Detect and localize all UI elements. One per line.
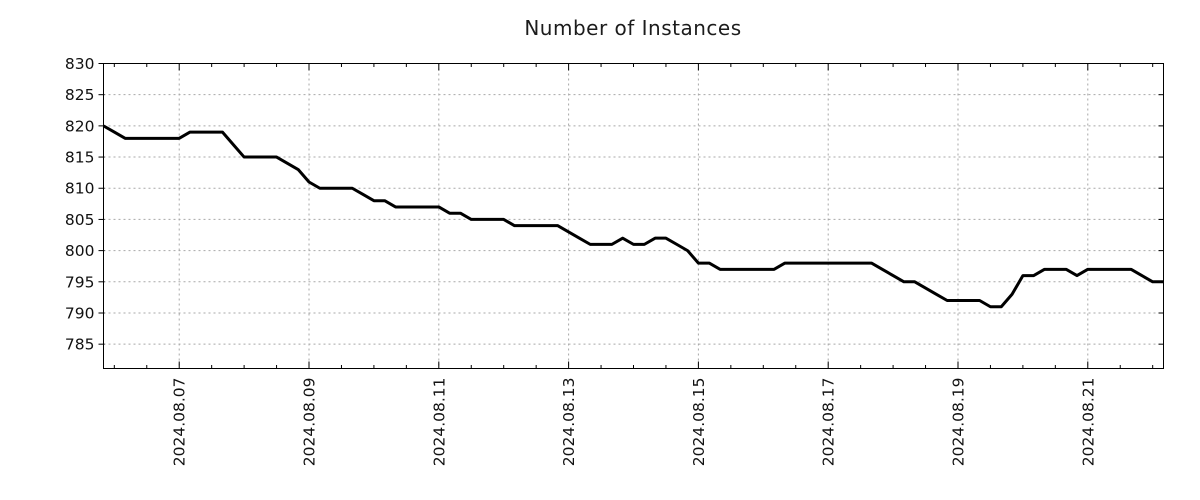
y-tick-label: 795 — [65, 273, 95, 291]
chart-title: Number of Instances — [524, 16, 742, 40]
y-tick-label: 810 — [65, 180, 95, 198]
y-tick-label: 790 — [65, 304, 95, 322]
y-tick-label: 815 — [65, 149, 95, 167]
x-tick-label: 2024.08.13 — [560, 378, 578, 467]
y-tick-label: 830 — [65, 55, 95, 73]
y-tick-label: 785 — [65, 336, 95, 354]
x-tick-label: 2024.08.09 — [301, 378, 319, 467]
plot-border — [103, 63, 1164, 369]
x-tick-label: 2024.08.21 — [1079, 378, 1097, 467]
x-tick-label: 2024.08.07 — [171, 378, 189, 467]
y-tick-label: 820 — [65, 117, 95, 135]
x-tick-label: 2024.08.17 — [820, 378, 838, 467]
y-tick-label: 800 — [65, 242, 95, 260]
y-tick-label: 805 — [65, 211, 95, 229]
series-line-instances — [102, 124, 1164, 309]
x-tick-label: 2024.08.15 — [690, 378, 708, 467]
x-tick-label: 2024.08.19 — [949, 378, 967, 467]
x-tick-label: 2024.08.11 — [430, 378, 448, 467]
y-tick-label: 825 — [65, 86, 95, 104]
